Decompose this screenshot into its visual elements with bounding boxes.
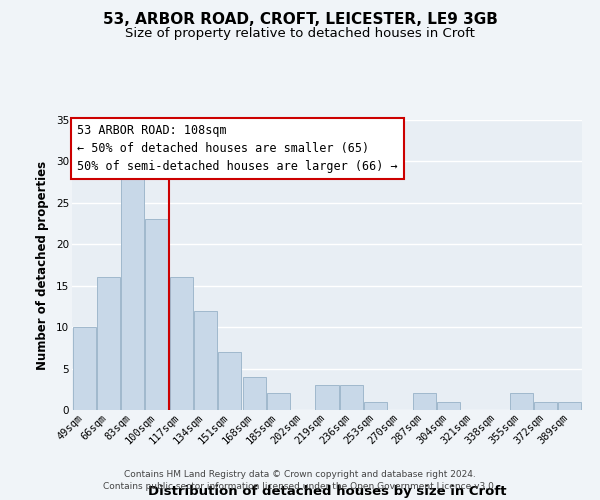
Text: Size of property relative to detached houses in Croft: Size of property relative to detached ho… xyxy=(125,28,475,40)
Bar xyxy=(413,394,436,410)
Bar xyxy=(145,220,169,410)
Bar xyxy=(340,385,363,410)
Text: Contains public sector information licensed under the Open Government Licence v3: Contains public sector information licen… xyxy=(103,482,497,491)
Bar xyxy=(534,402,557,410)
Bar xyxy=(73,327,95,410)
Bar xyxy=(194,310,217,410)
Bar xyxy=(267,394,290,410)
Bar xyxy=(510,394,533,410)
Bar xyxy=(559,402,581,410)
X-axis label: Distribution of detached houses by size in Croft: Distribution of detached houses by size … xyxy=(148,486,506,498)
Y-axis label: Number of detached properties: Number of detached properties xyxy=(36,160,49,370)
Bar xyxy=(170,278,193,410)
Bar xyxy=(242,377,266,410)
Bar xyxy=(97,278,120,410)
Bar xyxy=(364,402,387,410)
Bar xyxy=(316,385,338,410)
Bar xyxy=(121,170,144,410)
Bar xyxy=(218,352,241,410)
Text: 53 ARBOR ROAD: 108sqm
← 50% of detached houses are smaller (65)
50% of semi-deta: 53 ARBOR ROAD: 108sqm ← 50% of detached … xyxy=(77,124,398,174)
Text: 53, ARBOR ROAD, CROFT, LEICESTER, LE9 3GB: 53, ARBOR ROAD, CROFT, LEICESTER, LE9 3G… xyxy=(103,12,497,28)
Text: Contains HM Land Registry data © Crown copyright and database right 2024.: Contains HM Land Registry data © Crown c… xyxy=(124,470,476,479)
Bar xyxy=(437,402,460,410)
